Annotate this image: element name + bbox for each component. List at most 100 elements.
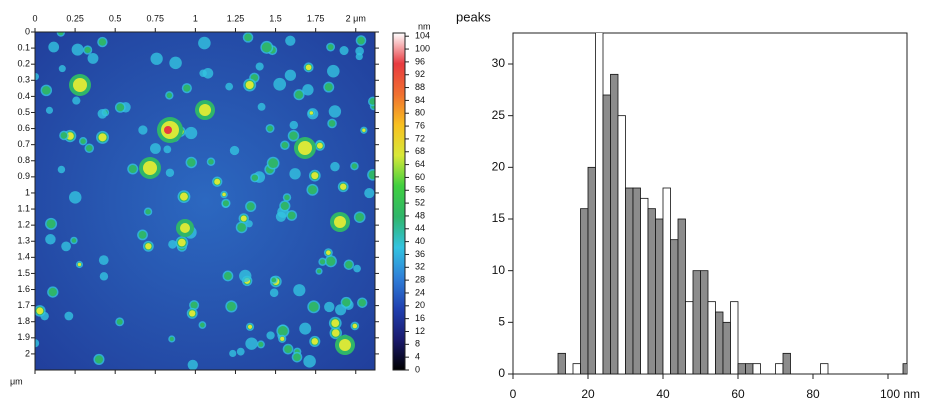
particle-core	[311, 172, 319, 180]
particle-core	[214, 178, 221, 185]
particle	[326, 256, 336, 266]
particle	[287, 211, 296, 220]
particle-halo	[165, 168, 175, 177]
bar	[655, 218, 664, 374]
particle	[268, 158, 279, 169]
y-tick-label: 1.6	[17, 284, 30, 294]
particle	[289, 131, 298, 141]
particle	[357, 36, 365, 45]
colorbar-tick-label: 28	[415, 275, 425, 285]
particle-halo	[302, 84, 314, 96]
particle-core	[305, 64, 312, 71]
afm-image	[35, 32, 375, 370]
particle	[368, 170, 375, 180]
y-tick-label: 0.6	[17, 123, 30, 133]
x-tick-label: 60	[731, 387, 745, 401]
bar	[707, 301, 716, 374]
particle-halo	[199, 69, 207, 77]
y-tick-label: 2	[25, 348, 30, 358]
x-tick-label: 0	[32, 13, 37, 23]
particle	[358, 299, 366, 307]
particle-halo	[303, 355, 316, 368]
bar	[647, 208, 656, 374]
particle-core	[247, 324, 253, 329]
particle-halo	[266, 331, 275, 340]
x-tick-label: 80	[806, 387, 820, 401]
y-tick-label: 0.4	[17, 91, 30, 101]
y-tick-label: 0.1	[17, 42, 30, 52]
colorbar-tick-label: 40	[415, 236, 425, 246]
particle-core	[73, 78, 87, 92]
y-tick-label: 1.3	[17, 236, 30, 246]
particle	[222, 200, 230, 207]
particle	[208, 158, 214, 165]
colorbar-tick-label: 104	[415, 31, 430, 41]
particle-core	[98, 133, 107, 142]
particle-halo	[64, 311, 74, 321]
colorbar-tick-label: 12	[415, 326, 425, 336]
particle	[281, 141, 289, 149]
particle-halo	[58, 65, 66, 73]
y-tick-label: 0	[25, 26, 30, 36]
particle	[60, 132, 68, 139]
colorbar-tick-label: 48	[415, 210, 425, 220]
particle-halo	[273, 77, 287, 91]
particle	[190, 301, 198, 309]
particle-halo	[269, 288, 279, 298]
particle-halo	[35, 72, 40, 81]
particle	[261, 42, 272, 53]
particle-halo	[71, 43, 84, 56]
bar	[617, 115, 626, 374]
particle-core	[298, 141, 312, 155]
particle-core	[311, 338, 319, 345]
particle	[351, 163, 358, 169]
y-tick-label: 25	[492, 108, 506, 122]
particle	[284, 194, 290, 201]
colorbar-tick-label: 52	[415, 197, 425, 207]
particle	[244, 33, 252, 42]
particle-halo	[299, 322, 312, 335]
colorbar-tick-label: 76	[415, 120, 425, 130]
y-tick-label: 0.7	[17, 139, 30, 149]
bar	[745, 363, 754, 374]
particle	[145, 209, 151, 215]
particle	[246, 202, 255, 211]
y-tick-label: 1	[25, 187, 30, 197]
bar	[820, 363, 829, 374]
particle	[226, 301, 236, 311]
particle-halo	[239, 269, 252, 283]
bar	[782, 352, 791, 374]
particle	[280, 201, 289, 211]
particle	[128, 164, 137, 174]
particle	[293, 353, 301, 361]
colorbar-tick-label: 100	[415, 43, 430, 53]
colorbar-tick-label: 8	[415, 339, 420, 349]
particle-core	[316, 142, 323, 149]
y-axis-label: peaks	[456, 9, 491, 24]
particle-core	[145, 243, 152, 250]
colorbar-tick-label: 96	[415, 56, 425, 66]
particle-halo	[327, 64, 340, 78]
bar	[730, 301, 739, 374]
y-tick-label: 0.2	[17, 59, 30, 69]
particle-core	[143, 161, 157, 175]
particle	[267, 125, 274, 132]
particle	[85, 144, 93, 152]
colorbar-tick-label: 44	[415, 223, 425, 233]
particle	[48, 287, 57, 297]
particle-halo	[229, 349, 237, 358]
particle-halo	[97, 109, 108, 119]
particle-halo	[61, 241, 71, 252]
x-tick-label: 1.5	[269, 13, 282, 23]
particle-halo	[289, 120, 299, 130]
bar	[752, 363, 761, 374]
bar	[692, 270, 701, 374]
colorbar-tick-label: 36	[415, 249, 425, 259]
particle	[342, 298, 351, 307]
particle-halo	[69, 191, 82, 204]
particle	[327, 44, 334, 50]
particle-core	[240, 215, 247, 222]
bar	[722, 321, 731, 374]
colorbar-tick-label: 68	[415, 146, 425, 156]
particle-halo	[169, 56, 182, 70]
